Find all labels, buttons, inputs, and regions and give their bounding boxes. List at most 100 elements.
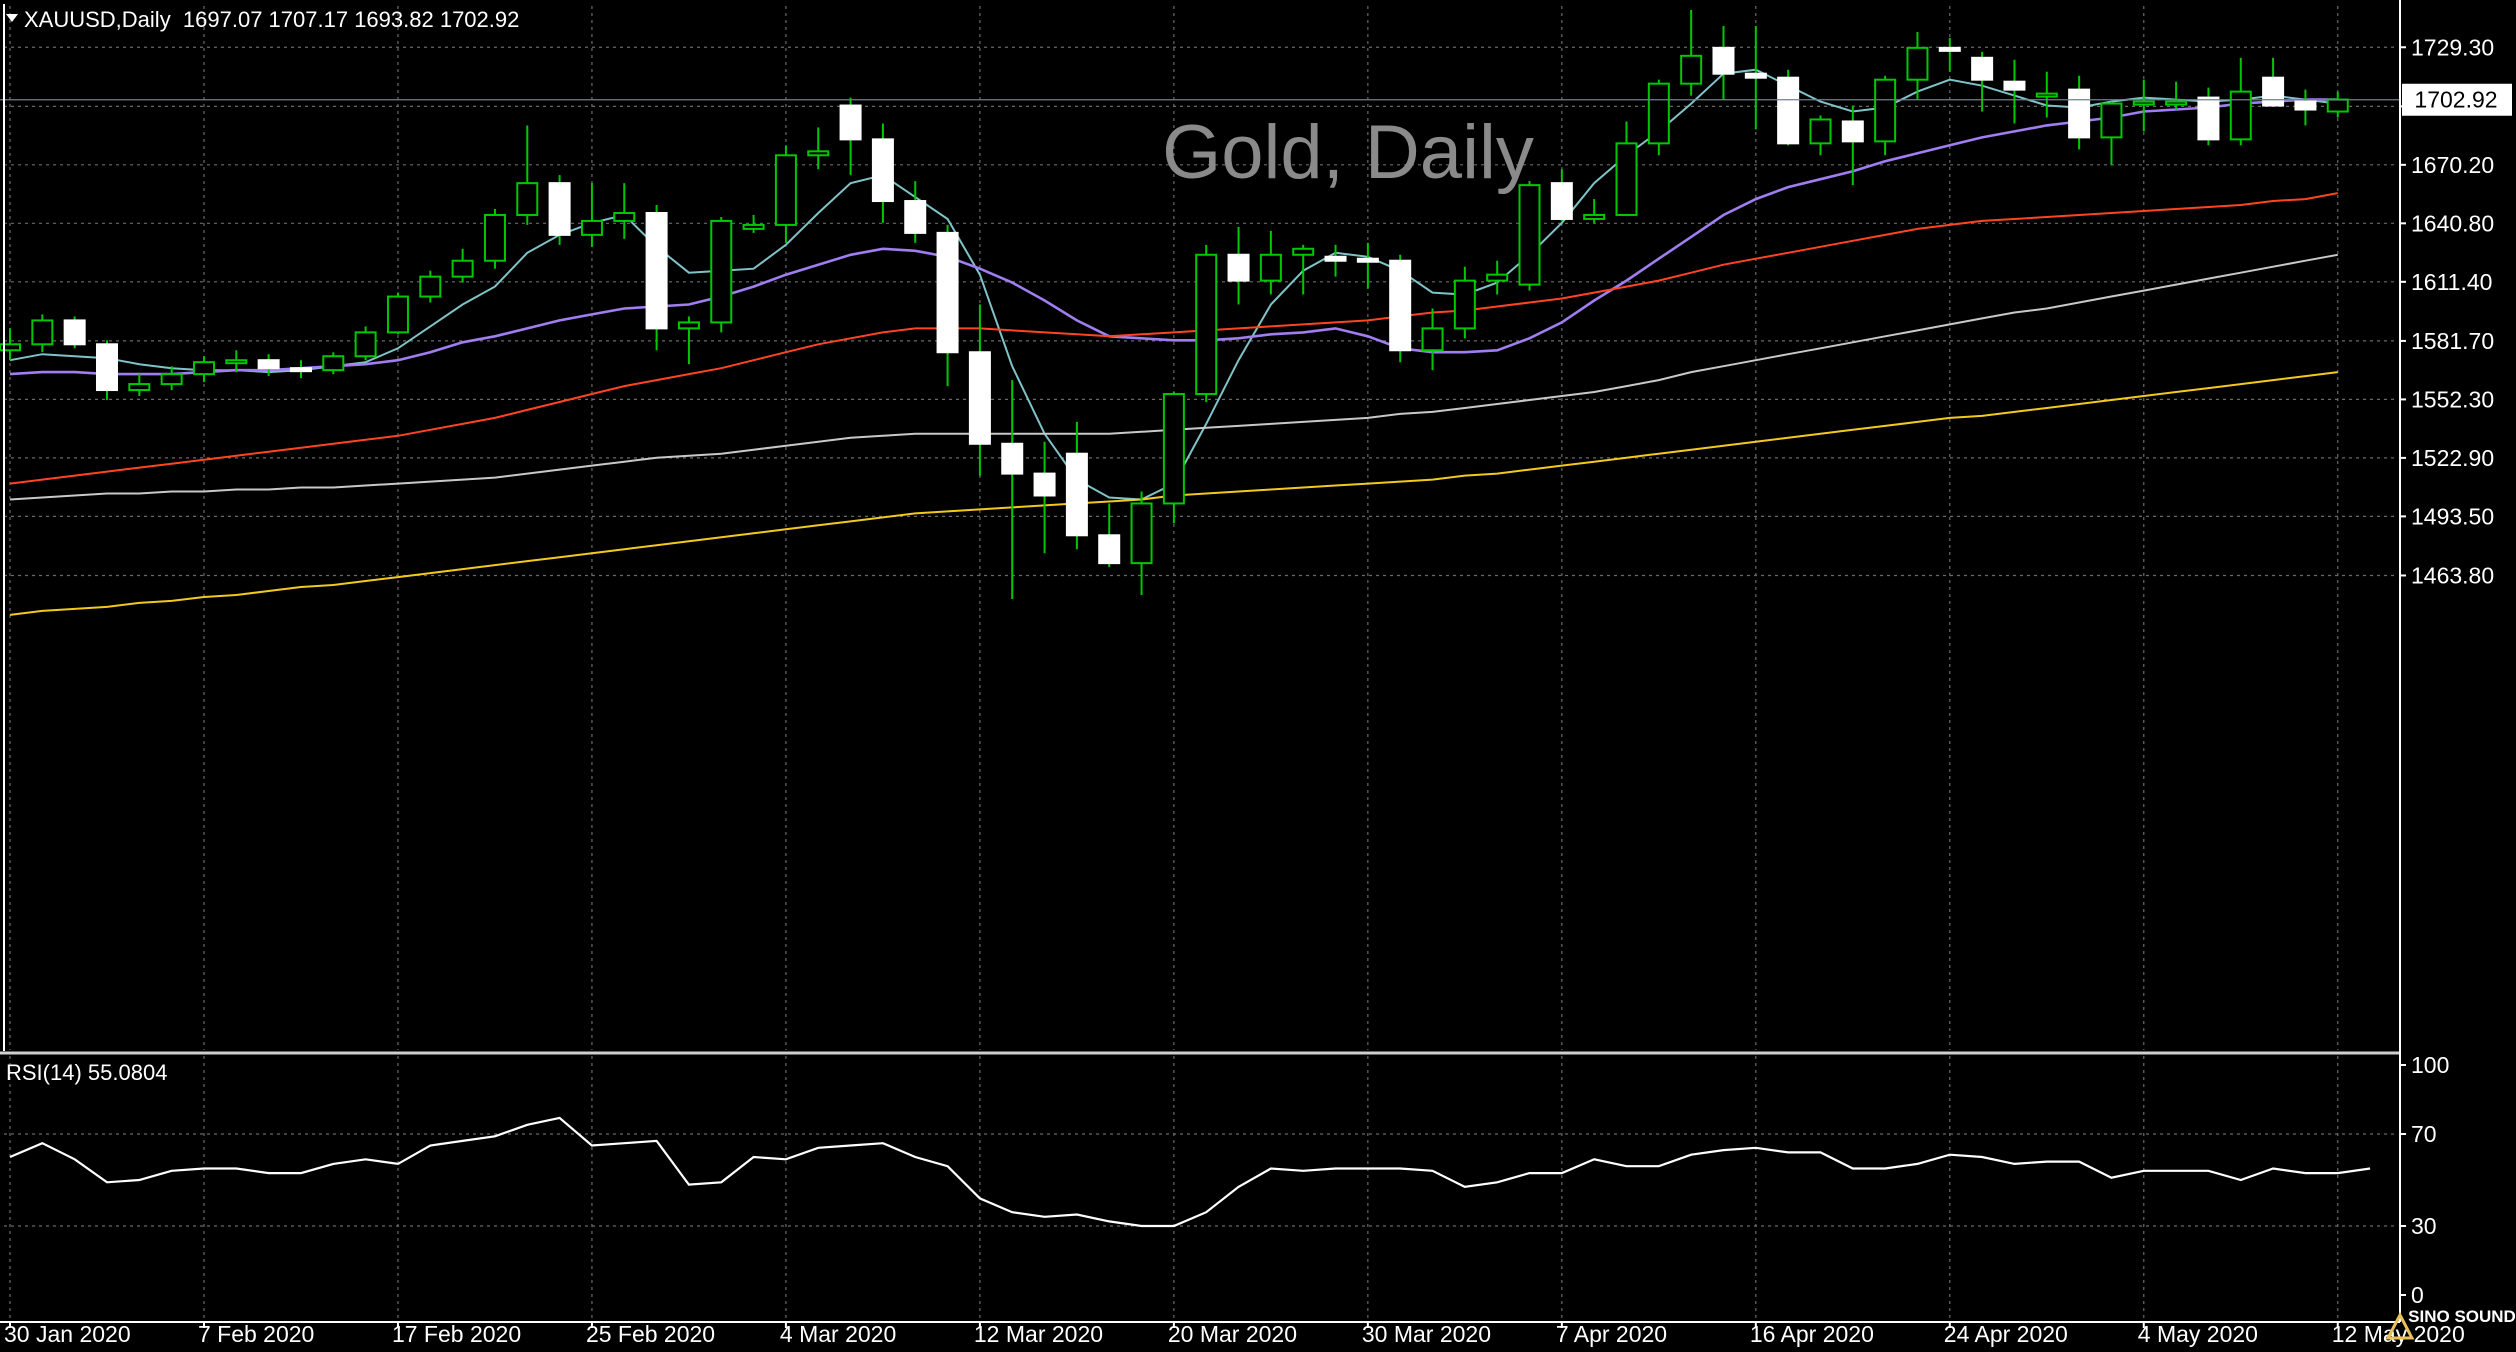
- bull-candle-body: [322, 355, 345, 372]
- candle: [613, 183, 636, 239]
- time-axis: 30 Jan 2020 7 Feb 2020 17 Feb 2020 25 Feb 2…: [0, 1321, 2465, 1347]
- bear-candle-body: [839, 104, 862, 141]
- bull-candle-body: [483, 213, 506, 262]
- bear-candle-body: [1356, 257, 1379, 263]
- candle: [0, 328, 21, 361]
- rsi-tick-label: 30: [2411, 1213, 2437, 1239]
- bear-candle-body: [645, 211, 668, 330]
- date-tick-label: 17 Feb 2020: [392, 1321, 521, 1347]
- candle: [1486, 260, 1509, 295]
- bear-candle-body: [1033, 472, 1056, 497]
- candle: [1195, 244, 1218, 402]
- bull-candle-body: [677, 321, 700, 330]
- candle: [1001, 380, 1024, 599]
- symbol-ohlc-label: XAUUSD,Daily 1697.07 1707.17 1693.82 170…: [24, 7, 519, 32]
- bull-candle-body: [1874, 78, 1897, 143]
- bear-candle-body: [968, 351, 991, 445]
- candle: [419, 270, 442, 303]
- date-tick-label: 4 May 2020: [2138, 1321, 2258, 1347]
- candle: [710, 216, 733, 333]
- bear-candle-body: [1550, 182, 1573, 220]
- candle: [1906, 31, 1929, 100]
- bear-candle-body: [1227, 253, 1250, 282]
- price-axis: 1758.701729.301699.601670.201640.801611.…: [2399, 0, 2512, 1322]
- candle: [1130, 491, 1153, 595]
- chart-header: XAUUSD,Daily 1697.07 1707.17 1693.82 170…: [6, 7, 519, 32]
- price-tick-label: 1522.90: [2411, 445, 2494, 471]
- rsi-tick-label: 0: [2411, 1282, 2424, 1308]
- candle: [1647, 79, 1670, 156]
- rsi-panel[interactable]: RSI(14) 55.0804: [4, 1056, 2398, 1318]
- bull-candle-body: [1809, 118, 1832, 145]
- candle: [128, 374, 151, 397]
- bear-candle-body: [289, 367, 312, 373]
- bull-candle-body: [1195, 253, 1218, 396]
- candle: [871, 123, 894, 223]
- bull-candle-body: [2132, 100, 2155, 106]
- rsi-tick-label: 70: [2411, 1121, 2437, 1147]
- candle: [95, 340, 118, 400]
- date-tick-label: 12 May 2020: [2332, 1321, 2465, 1347]
- bear-candle-body: [2197, 96, 2220, 141]
- dropdown-triangle-icon[interactable]: [6, 14, 18, 22]
- candle: [677, 316, 700, 365]
- candle: [1065, 421, 1088, 550]
- bear-candle-body: [1712, 46, 1735, 75]
- candle: [1938, 37, 1961, 72]
- candle: [225, 350, 248, 373]
- candle: [904, 181, 927, 243]
- candle: [1453, 266, 1476, 339]
- candle: [807, 127, 830, 170]
- bull-candle-body: [1486, 273, 1509, 282]
- bull-candle-body: [1647, 82, 1670, 145]
- candle: [2003, 59, 2026, 124]
- candles: [0, 10, 2349, 599]
- candle: [289, 360, 312, 379]
- date-tick-label: 30 Mar 2020: [1362, 1321, 1491, 1347]
- bull-candle-body: [128, 383, 151, 392]
- bull-candle-body: [354, 331, 377, 358]
- bull-candle-body: [1906, 46, 1929, 81]
- candle: [839, 97, 862, 176]
- bear-candle-body: [548, 182, 571, 236]
- candle: [1033, 441, 1056, 554]
- bull-candle-body: [1162, 393, 1185, 505]
- current-price-tag-text: 1702.92: [2414, 87, 2497, 113]
- bear-candle-body: [2294, 100, 2317, 111]
- bull-candle-body: [1615, 142, 1638, 216]
- candle: [1162, 392, 1185, 524]
- candle: [63, 316, 86, 349]
- date-tick-label: 7 Feb 2020: [198, 1321, 314, 1347]
- candle: [580, 183, 603, 247]
- candle: [483, 209, 506, 269]
- bull-candle-body: [710, 219, 733, 324]
- candle: [936, 224, 959, 387]
- candle: [1712, 25, 1735, 100]
- candle: [2035, 71, 2058, 118]
- bull-candle-body: [1421, 327, 1444, 352]
- candle: [257, 354, 280, 377]
- bear-candle-body: [95, 343, 118, 392]
- price-panel[interactable]: Gold, Daily: [0, 0, 2400, 1051]
- candle: [322, 352, 345, 375]
- bull-candle-body: [1583, 213, 1606, 220]
- candle: [1227, 226, 1250, 305]
- bear-candle-body: [871, 138, 894, 203]
- bull-candle-body: [2035, 92, 2058, 98]
- bear-candle-body: [1001, 442, 1024, 475]
- price-tick-label: 1729.30: [2411, 34, 2494, 60]
- date-tick-label: 20 Mar 2020: [1168, 1321, 1297, 1347]
- candle: [1777, 69, 1800, 146]
- price-tick-label: 1611.40: [2411, 269, 2492, 295]
- bear-candle-body: [904, 200, 927, 234]
- bull-candle-body: [1680, 54, 1703, 85]
- bear-candle-body: [1777, 76, 1800, 145]
- candle: [2229, 57, 2252, 146]
- candle: [774, 145, 797, 243]
- candle: [451, 248, 474, 283]
- bear-candle-body: [257, 359, 280, 370]
- date-tick-label: 30 Jan 2020: [4, 1321, 131, 1347]
- candle: [1615, 121, 1638, 216]
- candle: [2197, 87, 2220, 146]
